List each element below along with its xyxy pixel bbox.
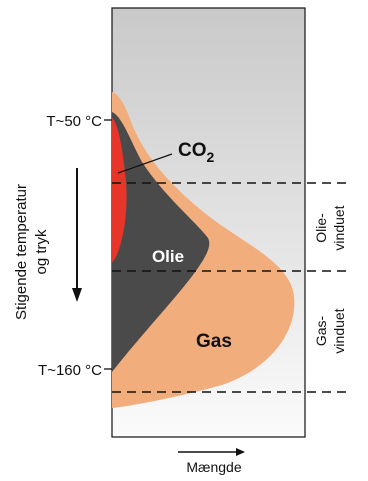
oil-window-label-line1: Olie- xyxy=(313,213,329,243)
depth-axis-label: Stigende temperatur og tryk xyxy=(13,184,50,320)
co2-region xyxy=(112,118,127,262)
oil-region xyxy=(112,112,210,372)
temperature-bottom-label: T~160 °C xyxy=(38,362,102,379)
temperature-top-label: T~50 °C xyxy=(46,113,102,130)
depth-axis-label-line1: Stigende temperatur xyxy=(13,184,30,320)
co2-label-main: CO xyxy=(178,140,207,161)
co2-label: CO2 xyxy=(178,140,215,165)
co2-label-subscript: 2 xyxy=(207,149,215,165)
gas-window-label-line2: vinduet xyxy=(331,308,347,353)
x-axis-label: Mængde xyxy=(186,459,241,475)
down-arrow-icon xyxy=(72,288,82,302)
depth-axis-label-line2: og tryk xyxy=(33,229,50,275)
gas-label: Gas xyxy=(196,331,232,352)
gas-window-label: Gas- vinduet xyxy=(313,308,347,353)
right-arrow-icon xyxy=(236,448,245,456)
oil-window-label: Olie- vinduet xyxy=(313,205,347,250)
oil-window-label-line2: vinduet xyxy=(331,205,347,250)
co2-leader-line xyxy=(117,153,173,174)
gas-window-label-line1: Gas- xyxy=(313,315,329,346)
oil-label: Olie xyxy=(152,247,184,266)
